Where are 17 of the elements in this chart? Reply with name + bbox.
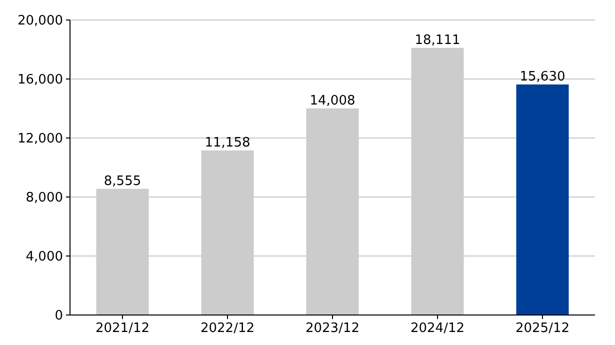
data-label: 14,008 (310, 93, 356, 108)
data-label: 8,555 (104, 174, 142, 189)
bar (516, 84, 569, 315)
x-tick-label: 2022/12 (200, 321, 255, 336)
data-label: 15,630 (520, 69, 566, 84)
data-label: 11,158 (204, 135, 250, 150)
y-tick-label: 0 (54, 308, 63, 324)
x-tick-label: 2021/12 (95, 321, 150, 336)
x-tick-label: 2025/12 (515, 321, 570, 336)
y-tick-label: 4,000 (26, 250, 63, 265)
y-tick-label: 16,000 (18, 72, 63, 88)
x-tick-label: 2024/12 (410, 321, 465, 336)
y-tick-label: 8,000 (26, 190, 63, 206)
y-tick-label: 12,000 (18, 132, 63, 147)
x-tick-label: 2023/12 (305, 321, 360, 336)
y-tick-label: 20,000 (18, 14, 63, 29)
data-label: 18,111 (414, 32, 460, 48)
